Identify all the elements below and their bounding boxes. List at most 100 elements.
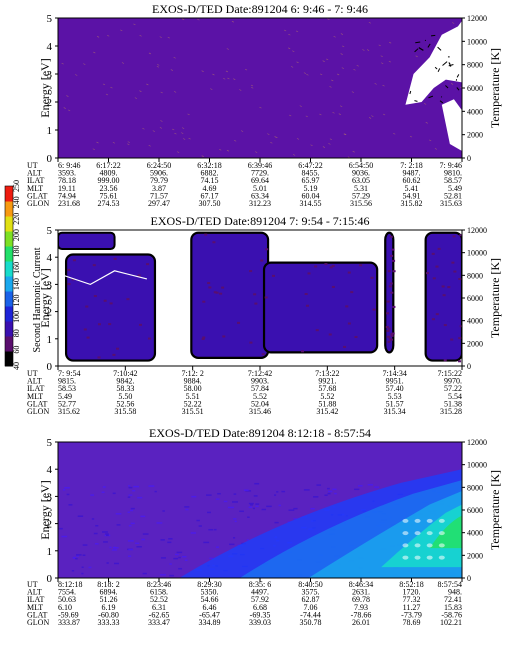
table-cell: 3593. — [58, 169, 76, 178]
table-cell: 77.32 — [403, 595, 421, 604]
y-tick-label: 1 — [47, 546, 53, 558]
texture-speck — [106, 562, 109, 564]
y-right-tick-label: 0 — [467, 362, 471, 371]
texture-speck — [281, 490, 286, 493]
noise-speck — [251, 86, 254, 89]
table-cell: 58.33 — [116, 384, 134, 393]
texture-speck — [160, 539, 165, 541]
intensity-spot — [438, 555, 445, 560]
texture-speck — [81, 572, 84, 575]
texture-speck — [71, 278, 75, 281]
texture-speck — [359, 264, 363, 267]
y-right-axis-label: Temperature [K] — [488, 48, 502, 128]
texture-speck — [101, 531, 108, 533]
colorbar-segment — [5, 186, 13, 202]
table-cell: 6:47:22 — [298, 161, 322, 170]
texture-speck — [222, 335, 226, 338]
texture-speck — [185, 508, 189, 511]
noise-speck — [341, 67, 344, 69]
texture-speck — [255, 503, 260, 505]
texture-speck — [450, 338, 454, 341]
texture-speck — [128, 485, 131, 487]
noise-speck — [320, 73, 323, 76]
row-label: UT — [27, 580, 38, 589]
texture-speck — [142, 572, 147, 575]
y-axis-label: Energy [eV] — [38, 58, 52, 117]
table-cell: 51.38 — [444, 399, 462, 408]
noise-speck — [146, 83, 149, 86]
intensity-spot — [402, 555, 409, 560]
contour-line — [456, 74, 460, 78]
noise-speck — [450, 83, 454, 85]
texture-speck — [132, 489, 136, 492]
texture-speck — [233, 493, 237, 495]
table-cell: 297.47 — [148, 199, 170, 208]
table-cell: 315.63 — [440, 199, 462, 208]
texture-speck — [314, 265, 318, 268]
texture-speck — [233, 537, 236, 539]
texture-speck — [66, 493, 70, 496]
y-right-tick-label: 0 — [467, 574, 471, 583]
texture-speck — [213, 291, 217, 294]
table-cell: 63.05 — [352, 176, 370, 185]
table-cell: 7729. — [251, 169, 269, 178]
y-tick-label: 0 — [47, 573, 53, 585]
colorbar-segment — [5, 306, 13, 322]
texture-speck — [387, 270, 391, 273]
texture-speck — [459, 325, 462, 328]
noise-speck — [368, 22, 371, 24]
texture-speck — [148, 485, 155, 487]
texture-speck — [390, 291, 394, 294]
texture-speck — [97, 356, 101, 359]
plot-area — [58, 18, 462, 158]
table-cell: -60.80 — [98, 610, 119, 619]
texture-speck — [76, 554, 82, 556]
texture-speck — [215, 291, 219, 294]
panel-2: EXOS-D/TED Date:891204 7: 9:54 - 7:15:46… — [4, 180, 502, 416]
noise-speck — [292, 154, 296, 156]
noise-speck — [344, 133, 347, 135]
table-cell: 999.00 — [98, 176, 120, 185]
table-cell: 5.49 — [448, 184, 462, 193]
texture-speck — [141, 538, 145, 541]
table-cell: 9921. — [318, 377, 336, 386]
colorbar-segment — [5, 351, 13, 367]
noise-speck — [127, 141, 130, 143]
texture-speck — [252, 507, 255, 510]
texture-speck — [389, 235, 393, 238]
table-cell: 5350. — [201, 588, 219, 597]
colorbar-segment — [5, 246, 13, 262]
noise-speck — [66, 95, 69, 97]
texture-speck — [451, 261, 455, 264]
intensity-spot — [426, 543, 433, 548]
texture-speck — [305, 304, 309, 307]
texture-speck — [175, 553, 179, 556]
texture-speck — [202, 336, 206, 339]
table-cell: 5.52 — [253, 392, 267, 401]
texture-speck — [266, 505, 272, 508]
table-cell: 57.84 — [251, 384, 269, 393]
noise-speck — [322, 60, 325, 62]
y-tick-label: 3 — [47, 491, 53, 503]
texture-speck — [374, 486, 380, 488]
table-cell: 58.53 — [58, 384, 76, 393]
table-cell: 6:32:18 — [197, 161, 221, 170]
table-cell: 4809. — [100, 169, 118, 178]
row-label: GLAT — [27, 191, 48, 200]
colorbar-tick-label: 60 — [12, 346, 21, 354]
texture-speck — [204, 233, 208, 236]
ephemeris-table: UT 7: 9:54 7:10:42 7:12: 2 7:12:42 7:13:22 7:1… — [27, 369, 462, 416]
noise-speck — [173, 57, 176, 59]
noise-speck — [351, 91, 355, 93]
table-cell: 51.26 — [100, 595, 118, 604]
colorbar-segment — [5, 261, 13, 277]
table-cell: 78.18 — [58, 176, 76, 185]
y-tick-label: 2 — [47, 307, 53, 319]
texture-speck — [431, 318, 435, 321]
table-cell: 7:12: 2 — [181, 369, 203, 378]
texture-speck — [219, 292, 223, 295]
peak-region — [405, 20, 462, 105]
texture-speck — [83, 328, 87, 331]
table-cell: 26.01 — [352, 618, 370, 627]
texture-speck — [315, 329, 319, 332]
